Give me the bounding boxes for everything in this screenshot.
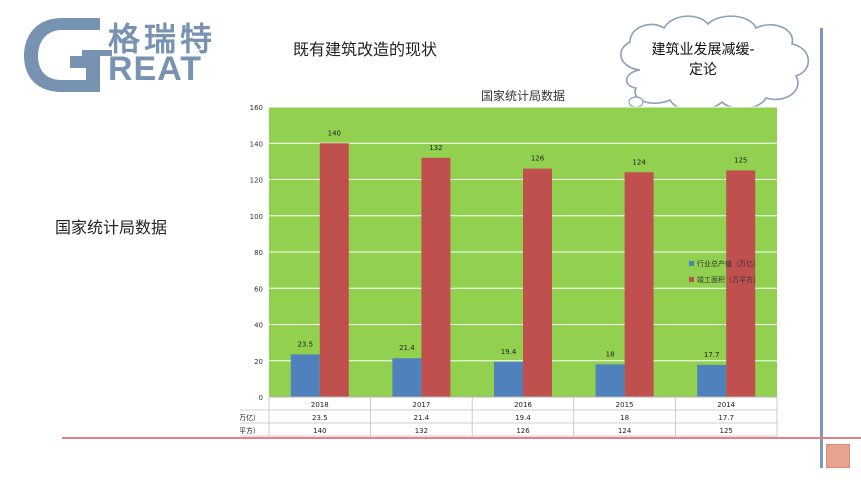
data-label: 126 xyxy=(531,155,545,163)
legend-key xyxy=(689,261,694,266)
y-tick-label: 160 xyxy=(250,104,263,112)
y-tick-label: 120 xyxy=(250,177,263,185)
bar xyxy=(421,157,451,397)
x-tick-label: 2015 xyxy=(616,401,634,409)
horizontal-accent-line xyxy=(62,437,861,439)
bar xyxy=(290,354,320,397)
bar-chart: 国家统计局数据 0 20 40 60 80 100 120 140 160 23.5 21.4 19.4… xyxy=(240,88,778,437)
x-tick-label: 2016 xyxy=(514,401,532,409)
bar xyxy=(624,172,654,397)
bar xyxy=(494,361,523,397)
table-series-name: 竣工面积（万平方） xyxy=(240,426,260,435)
cloud-text-line2: 定论 xyxy=(689,62,717,78)
data-label: 21.4 xyxy=(399,344,415,352)
table-cell: 18 xyxy=(620,414,629,422)
y-tick-label: 0 xyxy=(259,394,263,402)
company-logo xyxy=(24,18,112,92)
bar xyxy=(697,364,727,397)
table-cell: 23.5 xyxy=(312,414,328,422)
legend-label: 竣工面积（万平方） xyxy=(697,275,760,284)
y-tick-label: 140 xyxy=(250,140,263,148)
data-label: 23.5 xyxy=(298,340,314,348)
bar xyxy=(595,364,625,397)
table-series-name: 行业总产值（万亿） xyxy=(240,413,260,422)
table-cell: 124 xyxy=(618,427,632,435)
logo-chinese-text: 格瑞特 xyxy=(108,20,217,58)
data-label: 18 xyxy=(606,350,615,358)
data-label: 17.7 xyxy=(704,351,720,359)
table-cell: 21.4 xyxy=(414,414,430,422)
slide-title: 既有建筑改造的现状 xyxy=(293,40,438,59)
y-tick-label: 60 xyxy=(254,285,263,293)
logo-g-shape xyxy=(24,18,100,92)
data-label: 124 xyxy=(632,158,646,166)
corner-square xyxy=(826,444,850,468)
side-label: 国家统计局数据 xyxy=(55,218,168,237)
logo-english-text: REAT xyxy=(108,50,203,88)
y-tick-label: 100 xyxy=(250,213,263,221)
legend-key xyxy=(689,277,694,282)
cloud-shape xyxy=(620,15,810,112)
vertical-accent-line xyxy=(820,28,823,468)
bar xyxy=(392,358,422,397)
data-label: 140 xyxy=(328,129,341,137)
data-label: 125 xyxy=(734,156,747,164)
bar xyxy=(726,170,756,397)
chart-title: 国家统计局数据 xyxy=(481,88,565,103)
table-cell: 126 xyxy=(516,427,530,435)
data-label: 132 xyxy=(429,144,442,152)
logo-bar xyxy=(82,50,112,56)
y-tick-label: 80 xyxy=(254,249,263,257)
cloud-text-line1: 建筑业发展减缓- xyxy=(651,42,755,58)
table-cell: 19.4 xyxy=(515,414,531,422)
x-tick-label: 2017 xyxy=(412,401,430,409)
table-cell: 125 xyxy=(720,427,733,435)
bar xyxy=(523,168,552,397)
x-tick-label: 2014 xyxy=(717,401,735,409)
bar xyxy=(319,143,349,397)
table-cell: 17.7 xyxy=(718,414,734,422)
legend-label: 行业总产值（万亿） xyxy=(697,259,760,268)
table-cell: 140 xyxy=(313,427,326,435)
data-label: 19.4 xyxy=(501,348,517,356)
x-tick-label: 2018 xyxy=(311,401,329,409)
cloud-text: 建筑业发展减缓- 定论 xyxy=(628,40,778,80)
y-tick-label: 20 xyxy=(254,358,263,366)
table-cell: 132 xyxy=(415,427,428,435)
y-tick-label: 40 xyxy=(254,322,263,330)
